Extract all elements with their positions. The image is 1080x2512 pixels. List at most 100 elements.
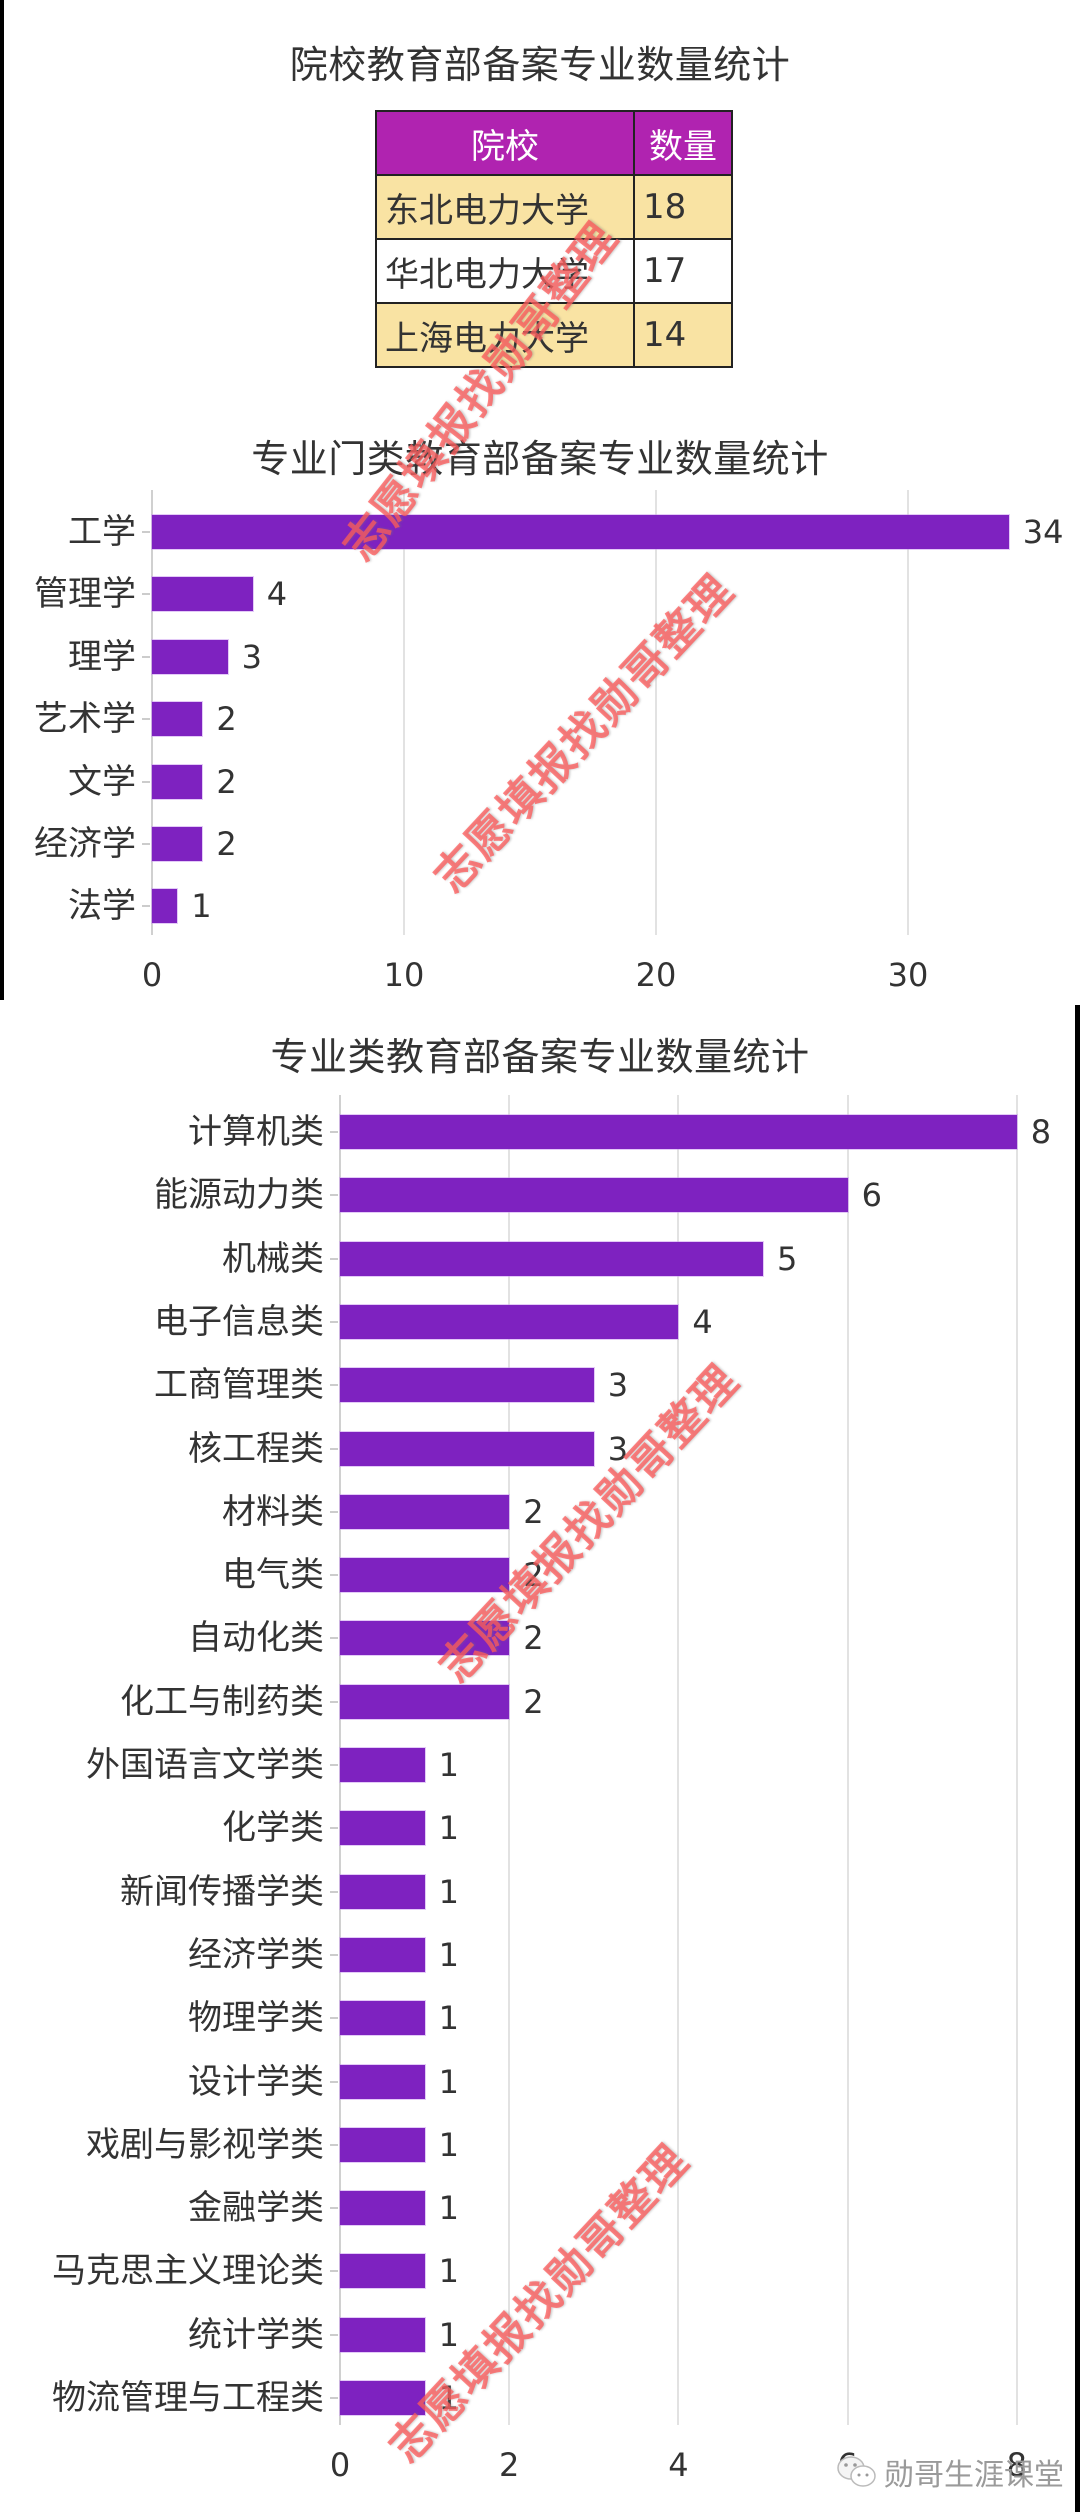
category-label: 物理学类 [188,1998,324,2039]
bar [340,1684,510,1719]
watermark-text: 志愿填报找勋哥整理 [379,2134,700,2473]
bar [340,1494,510,1529]
category-label: 物流管理与工程类 [52,2378,324,2418]
right-border-strip [1075,1005,1080,2512]
y-axis-tick [330,2397,338,2399]
bar [340,1558,510,1593]
y-axis-tick [330,1953,338,1956]
y-axis-tick [142,780,150,783]
y-axis-tick [330,1510,338,1513]
left-border-strip [0,0,4,1000]
header-institution: 院校 [375,110,635,176]
chart2-title: 专业类教育部备案专业数量统计 [270,1035,810,1079]
gridline [508,1095,511,2425]
table-row: 上海电力大学 14 [375,302,733,368]
y-axis-tick [142,718,150,721]
y-axis-tick [142,593,150,596]
institution-name: 上海电力大学 [375,302,635,368]
value-label: 5 [777,1239,798,1278]
value-label: 1 [191,887,212,926]
bar [340,1178,848,1213]
category-label: 电气类 [222,1555,324,1596]
value-label: 1 [438,2315,459,2354]
bar [340,2254,425,2289]
bar [340,1748,425,1782]
value-label: 1 [438,2379,459,2417]
institution-table: 院校 数量 东北电力大学 18 华北电力大学 17 上海电力大学 14 [375,110,733,368]
category-label: 理学 [68,636,136,677]
bar [340,2191,425,2226]
category-label: 经济学类 [188,1934,324,1975]
value-label: 4 [266,575,288,614]
category-label: 文学 [68,761,136,802]
chart1-title: 专业门类教育部备案专业数量统计 [251,437,829,481]
table-row: 东北电力大学 18 [375,174,733,240]
gridline [677,1095,680,2425]
institution-name: 东北电力大学 [375,174,635,240]
value-label: 1 [438,1999,459,2038]
bar [340,1368,594,1403]
value-label: 2 [523,1492,544,1531]
category-label: 马克思主义理论类 [52,2251,324,2292]
y-axis-tick [330,2017,338,2020]
category-label: 艺术学 [34,699,136,740]
category-label: 材料类 [222,1491,324,1532]
value-label: 2 [523,1619,544,1658]
value-label: 3 [241,637,262,676]
gridline [403,490,405,935]
bar [340,2381,425,2415]
institution-count: 18 [633,174,733,240]
x-axis-tick-label: 8 [1006,2446,1027,2484]
y-axis-tick [142,905,150,908]
bar [340,2064,425,2099]
category-label: 化学类 [222,1808,324,1849]
y-axis-tick [330,1637,338,1640]
category-label: 工商管理类 [154,1365,324,1406]
category-label: 化工与制药类 [120,1681,324,1722]
y-axis-tick [330,2333,338,2336]
value-label: 1 [438,1746,459,1784]
value-label: 2 [216,700,237,739]
category-label: 法学 [68,886,136,927]
y-axis-tick [330,1320,338,1323]
y-axis-tick [142,843,150,845]
value-label: 2 [216,825,237,863]
y-axis-tick [330,1447,338,1450]
category-label: 统计学类 [188,2314,324,2355]
y-axis-tick [330,2143,338,2146]
bar [340,2127,425,2162]
y-axis-tick [330,1194,338,1197]
category-label: 计算机类 [188,1112,324,1152]
bar [340,1874,425,1909]
x-axis-tick-label: 2 [499,2446,520,2484]
value-label: 3 [607,1366,629,1405]
category-label: 外国语言文学类 [86,1745,324,1785]
x-axis-tick-label: 0 [141,956,163,994]
category-label: 新闻传播学类 [120,1871,324,1912]
watermark-text: 志愿填报找勋哥整理 [424,564,745,903]
header-count: 数量 [633,110,733,176]
wechat-account-mark: 勋哥生涯课堂 [836,2450,1064,2494]
bar [340,1241,763,1276]
value-label: 1 [438,1935,459,1974]
gridline [655,490,657,935]
x-axis-tick-label: 10 [383,956,425,994]
value-label: 34 [1022,513,1064,551]
y-axis-tick [330,2080,338,2083]
table-header-row: 院校 数量 [375,110,733,176]
category-label: 能源动力类 [154,1175,324,1216]
gridline [846,1095,849,2425]
y-axis-tick [330,1257,338,1260]
y-axis-tick [330,1574,338,1577]
category-label: 工学 [68,512,136,552]
category-label: 自动化类 [188,1618,324,1659]
bar [340,1937,425,1972]
bar [152,639,228,674]
value-label: 2 [523,1556,544,1595]
value-label: 1 [438,1872,459,1911]
y-axis-tick [142,655,150,658]
wechat-icon [837,2456,876,2487]
category-label: 经济学 [34,824,136,864]
bar [340,2001,425,2036]
x-axis-tick-label: 4 [668,2446,689,2484]
